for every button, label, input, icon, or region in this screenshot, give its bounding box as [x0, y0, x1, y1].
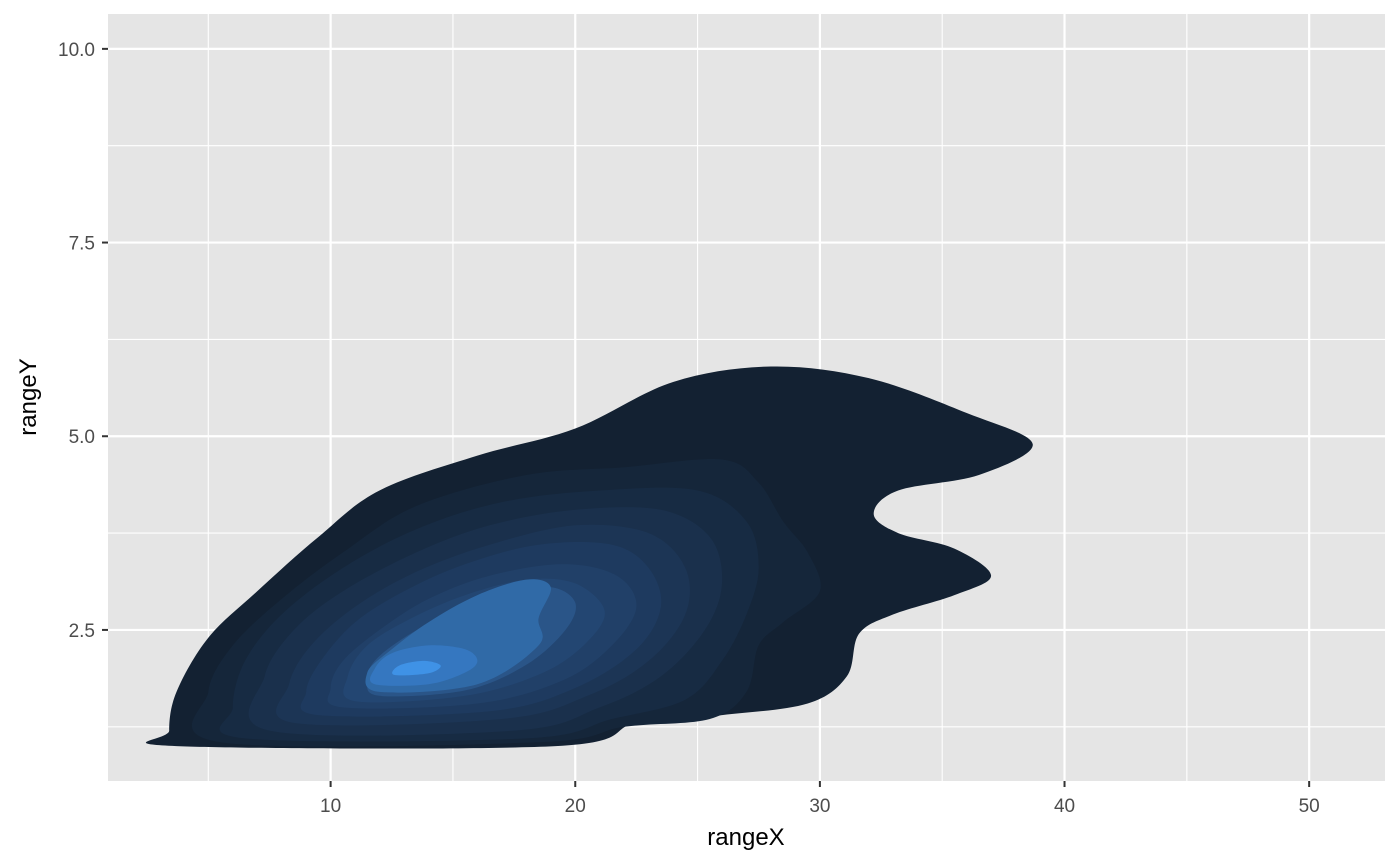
- y-tick-label: 7.5: [69, 234, 95, 255]
- y-axis-title: rangeY: [15, 358, 42, 435]
- y-tick-label: 2.5: [69, 621, 95, 642]
- x-tick-label: 40: [1054, 796, 1075, 817]
- x-tick-label: 10: [320, 796, 341, 817]
- x-axis-title: rangeX: [707, 824, 784, 851]
- density-contours: [145, 366, 1033, 749]
- x-tick-label: 20: [565, 796, 586, 817]
- x-axis-ticks: 10 20 30 40 50: [320, 781, 1320, 817]
- y-tick-label: 10.0: [58, 40, 95, 61]
- x-tick-label: 30: [809, 796, 830, 817]
- y-tick-label: 5.0: [69, 427, 95, 448]
- x-tick-label: 50: [1299, 796, 1320, 817]
- y-axis-ticks: 2.5 5.0 7.5 10.0: [58, 40, 108, 642]
- density-level-12: [392, 660, 441, 676]
